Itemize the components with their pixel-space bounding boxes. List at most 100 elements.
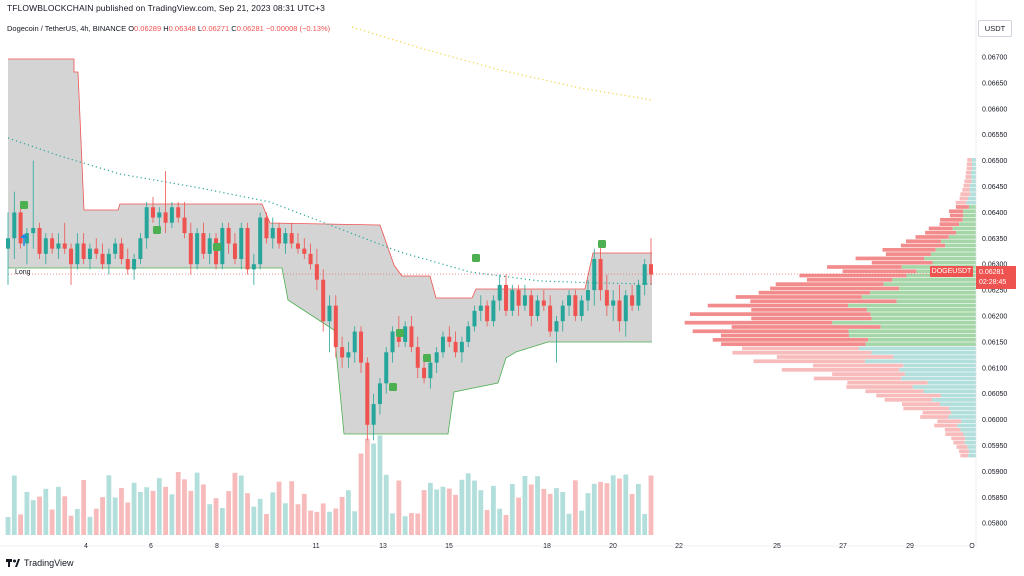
signal-badge-icon [396, 329, 404, 337]
candle-body [50, 238, 55, 249]
time-tick-label: 4 [84, 543, 88, 550]
volume-bar [150, 490, 156, 535]
volume-bar [396, 480, 402, 535]
profile-sell-bar [751, 316, 872, 321]
profile-buy-bar [957, 423, 976, 428]
candle-body [403, 326, 408, 342]
volume-bar [37, 496, 42, 535]
candle-body [69, 248, 74, 265]
price-tick-label: 0.06450 [982, 184, 1007, 191]
signal-badge-icon [472, 254, 480, 262]
volume-bar [93, 508, 99, 535]
low-value: 0.06271 [202, 24, 230, 33]
volume-bar [30, 500, 36, 535]
profile-sell-bar [963, 183, 970, 188]
profile-buy-bar [967, 445, 976, 449]
volume-bar [232, 472, 238, 535]
profile-buy-bar [968, 449, 976, 454]
volume-bar [554, 488, 559, 535]
signal-badge-icon [389, 383, 397, 391]
volume-bar [163, 486, 168, 535]
volume-bar [257, 498, 263, 535]
candle-body [390, 331, 395, 353]
profile-sell-bar [964, 179, 972, 184]
candle-body [573, 295, 578, 316]
candle-body [649, 264, 653, 275]
candle-body [195, 233, 200, 265]
profile-sell-bar [871, 260, 933, 265]
volume-bar [289, 481, 295, 535]
candle-body [182, 217, 187, 234]
profile-sell-bar [905, 239, 942, 244]
volume-bar [352, 511, 358, 535]
profile-sell-bar [832, 372, 905, 376]
time-tick-label: 27 [839, 543, 847, 550]
volume-bar [18, 514, 24, 535]
candle-body [623, 295, 628, 322]
profile-sell-bar [846, 385, 913, 389]
profile-buy-bar [892, 278, 976, 282]
candle-body [447, 336, 452, 342]
profile-sell-bar [842, 269, 917, 274]
candle-body [642, 264, 647, 285]
profile-buy-bar [970, 170, 976, 175]
long-entry-marker [20, 234, 28, 246]
profile-buy-bar [969, 188, 976, 192]
volume-bar [509, 483, 515, 535]
profile-sell-bar [967, 158, 972, 162]
volume-bar [453, 494, 458, 535]
profile-sell-bar [956, 445, 968, 449]
candle-body [144, 207, 149, 239]
profile-buy-bar [935, 248, 976, 252]
profile-buy-bar [924, 256, 976, 261]
candle-body [314, 264, 319, 280]
volume-bar [238, 475, 244, 535]
profile-sell-bar [827, 265, 902, 269]
volume-bar [623, 474, 629, 535]
currency-button[interactable]: USDT [978, 20, 1012, 37]
profile-sell-bar [949, 209, 964, 214]
candle-body [453, 341, 458, 353]
profile-sell-bar [920, 415, 949, 419]
profile-sell-bar [900, 243, 946, 248]
profile-buy-bar [972, 162, 976, 166]
profile-buy-bar [847, 303, 976, 308]
signal-markers [20, 201, 606, 391]
price-tick-label: 0.06550 [982, 132, 1007, 139]
profile-sell-bar [966, 162, 973, 166]
candle-body [548, 305, 553, 332]
candle-body [150, 207, 155, 218]
volume-bar [339, 496, 345, 535]
volume-bar [459, 479, 465, 535]
profile-buy-bar [848, 329, 976, 334]
volume-bar [276, 481, 282, 535]
price-tick-label: 0.06500 [982, 158, 1007, 165]
arrow-up-icon [20, 234, 28, 238]
candle-body [359, 331, 364, 363]
volume-bar [421, 490, 427, 535]
profile-buy-bar [930, 252, 976, 256]
open-label: O [128, 24, 135, 33]
profile-sell-bar [882, 248, 936, 252]
footer-brand[interactable]: TradingView [6, 558, 74, 568]
candle-body [251, 264, 256, 270]
candle-body [592, 259, 597, 291]
volume-bar [591, 483, 597, 535]
candle-body [62, 243, 67, 249]
profile-sell-bar [865, 389, 924, 394]
profile-buy-bar [972, 166, 976, 171]
volume-bar [327, 511, 332, 535]
signal-badge-icon [213, 243, 221, 251]
candle-body [377, 383, 382, 405]
volume-profile [684, 158, 976, 458]
profile-sell-bar [721, 342, 866, 346]
profile-buy-bar [949, 406, 976, 411]
volume-bar [642, 513, 648, 535]
candle-body [541, 300, 546, 306]
close-label: C [231, 24, 237, 33]
symbol-name[interactable]: Dogecoin / TetherUS, 4h, BINANCE [7, 24, 127, 33]
candle-body [245, 227, 250, 270]
time-tick-label: 15 [445, 543, 453, 550]
candle-body [43, 238, 48, 254]
